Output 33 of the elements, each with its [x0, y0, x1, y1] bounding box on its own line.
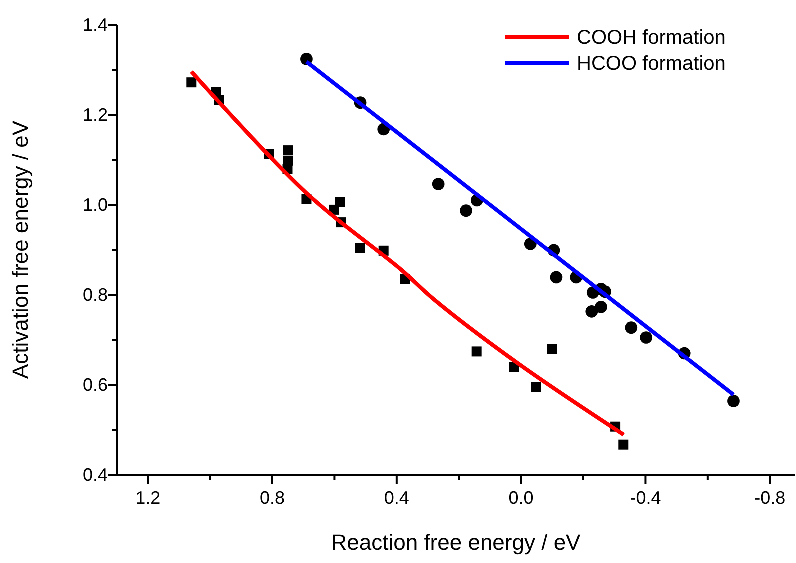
point — [625, 322, 638, 334]
point — [460, 204, 472, 218]
x-tick-label: -0.4 — [630, 488, 662, 508]
y-tick-label: 0.8 — [82, 284, 108, 305]
point — [335, 197, 346, 208]
line-series — [190, 70, 626, 437]
y-tick-label: 1.0 — [82, 194, 108, 215]
point — [586, 305, 598, 318]
point — [472, 346, 482, 357]
y-tick-label: 0.6 — [82, 374, 108, 395]
point — [186, 78, 197, 88]
point — [640, 332, 653, 344]
x-tick-label: -0.8 — [754, 488, 786, 508]
y-tick-label: 0.4 — [82, 464, 108, 485]
x-axis-title: Reaction free energy / eV — [331, 530, 582, 555]
point — [618, 440, 629, 450]
x-tick-label: 0.0 — [508, 488, 534, 508]
point — [355, 243, 366, 254]
y-tick-label: 1.4 — [82, 14, 108, 35]
x-tick-label: 0.8 — [260, 488, 286, 508]
point — [531, 382, 542, 392]
point — [550, 271, 563, 284]
y-axis-title: Activation free energy / eV — [8, 120, 33, 380]
legend-label: HCOO formation — [577, 53, 726, 75]
legend-label: COOH formation — [577, 27, 726, 49]
point — [283, 146, 294, 156]
point — [432, 178, 445, 190]
x-tick-label: 0.4 — [384, 488, 410, 508]
point — [547, 344, 558, 354]
point — [595, 300, 608, 314]
point — [728, 395, 740, 408]
x-tick-label: 1.2 — [136, 488, 161, 508]
y-tick-label: 1.2 — [82, 104, 108, 125]
